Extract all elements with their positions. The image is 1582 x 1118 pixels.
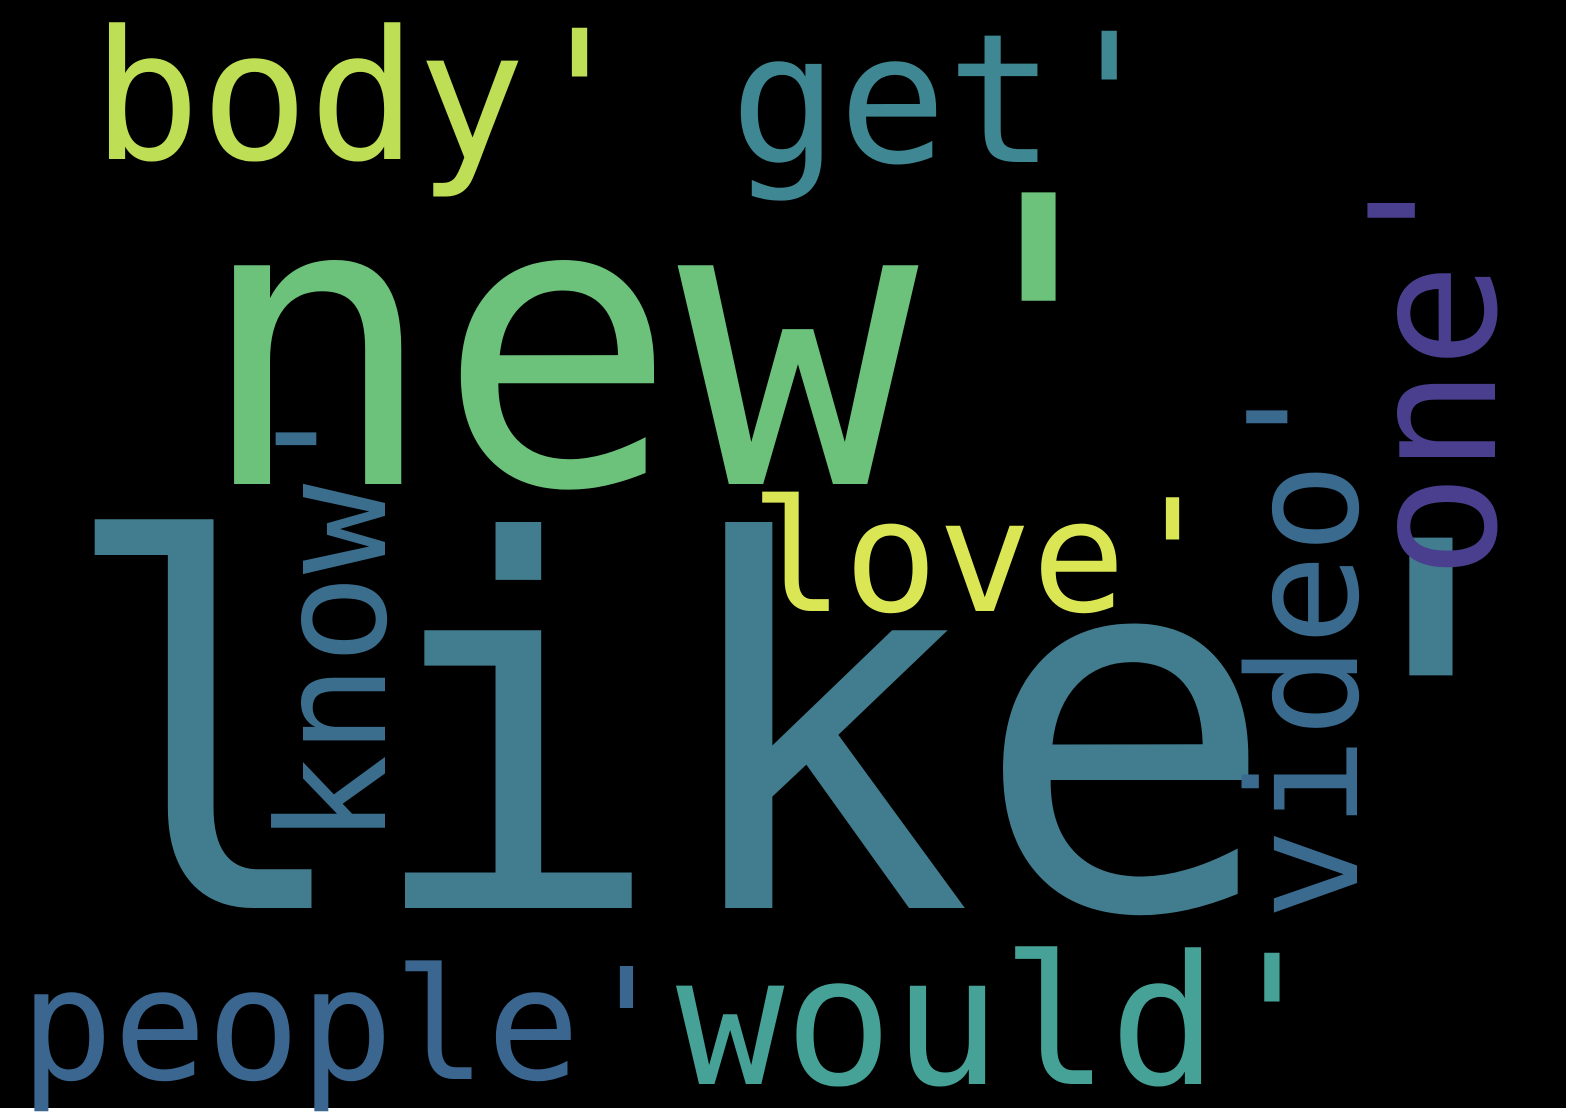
word-would: would' <box>676 918 1326 1118</box>
word-love: love' <box>750 466 1220 648</box>
word-video: video' <box>1216 371 1393 920</box>
word-get: get' <box>730 0 1163 205</box>
word-people: people' <box>20 935 673 1116</box>
word-one: one' <box>1334 158 1537 579</box>
word-know: know' <box>247 393 421 845</box>
word-new: new' <box>196 114 1159 579</box>
word-like: like' <box>55 436 1582 1028</box>
word-body: body' <box>92 0 634 202</box>
